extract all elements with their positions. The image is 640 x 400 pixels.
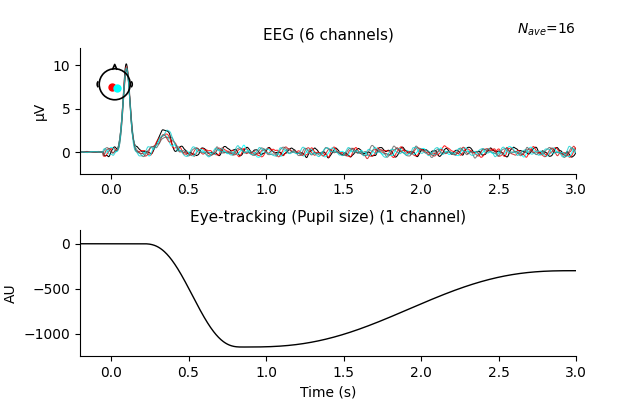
Y-axis label: μV: μV (33, 102, 47, 120)
Title: EEG (6 channels): EEG (6 channels) (262, 28, 394, 43)
Y-axis label: AU: AU (4, 283, 18, 303)
Title: Eye-tracking (Pupil size) (1 channel): Eye-tracking (Pupil size) (1 channel) (190, 210, 466, 225)
X-axis label: Time (s): Time (s) (300, 385, 356, 399)
Text: $N_{ave}$=16: $N_{ave}$=16 (517, 22, 576, 38)
